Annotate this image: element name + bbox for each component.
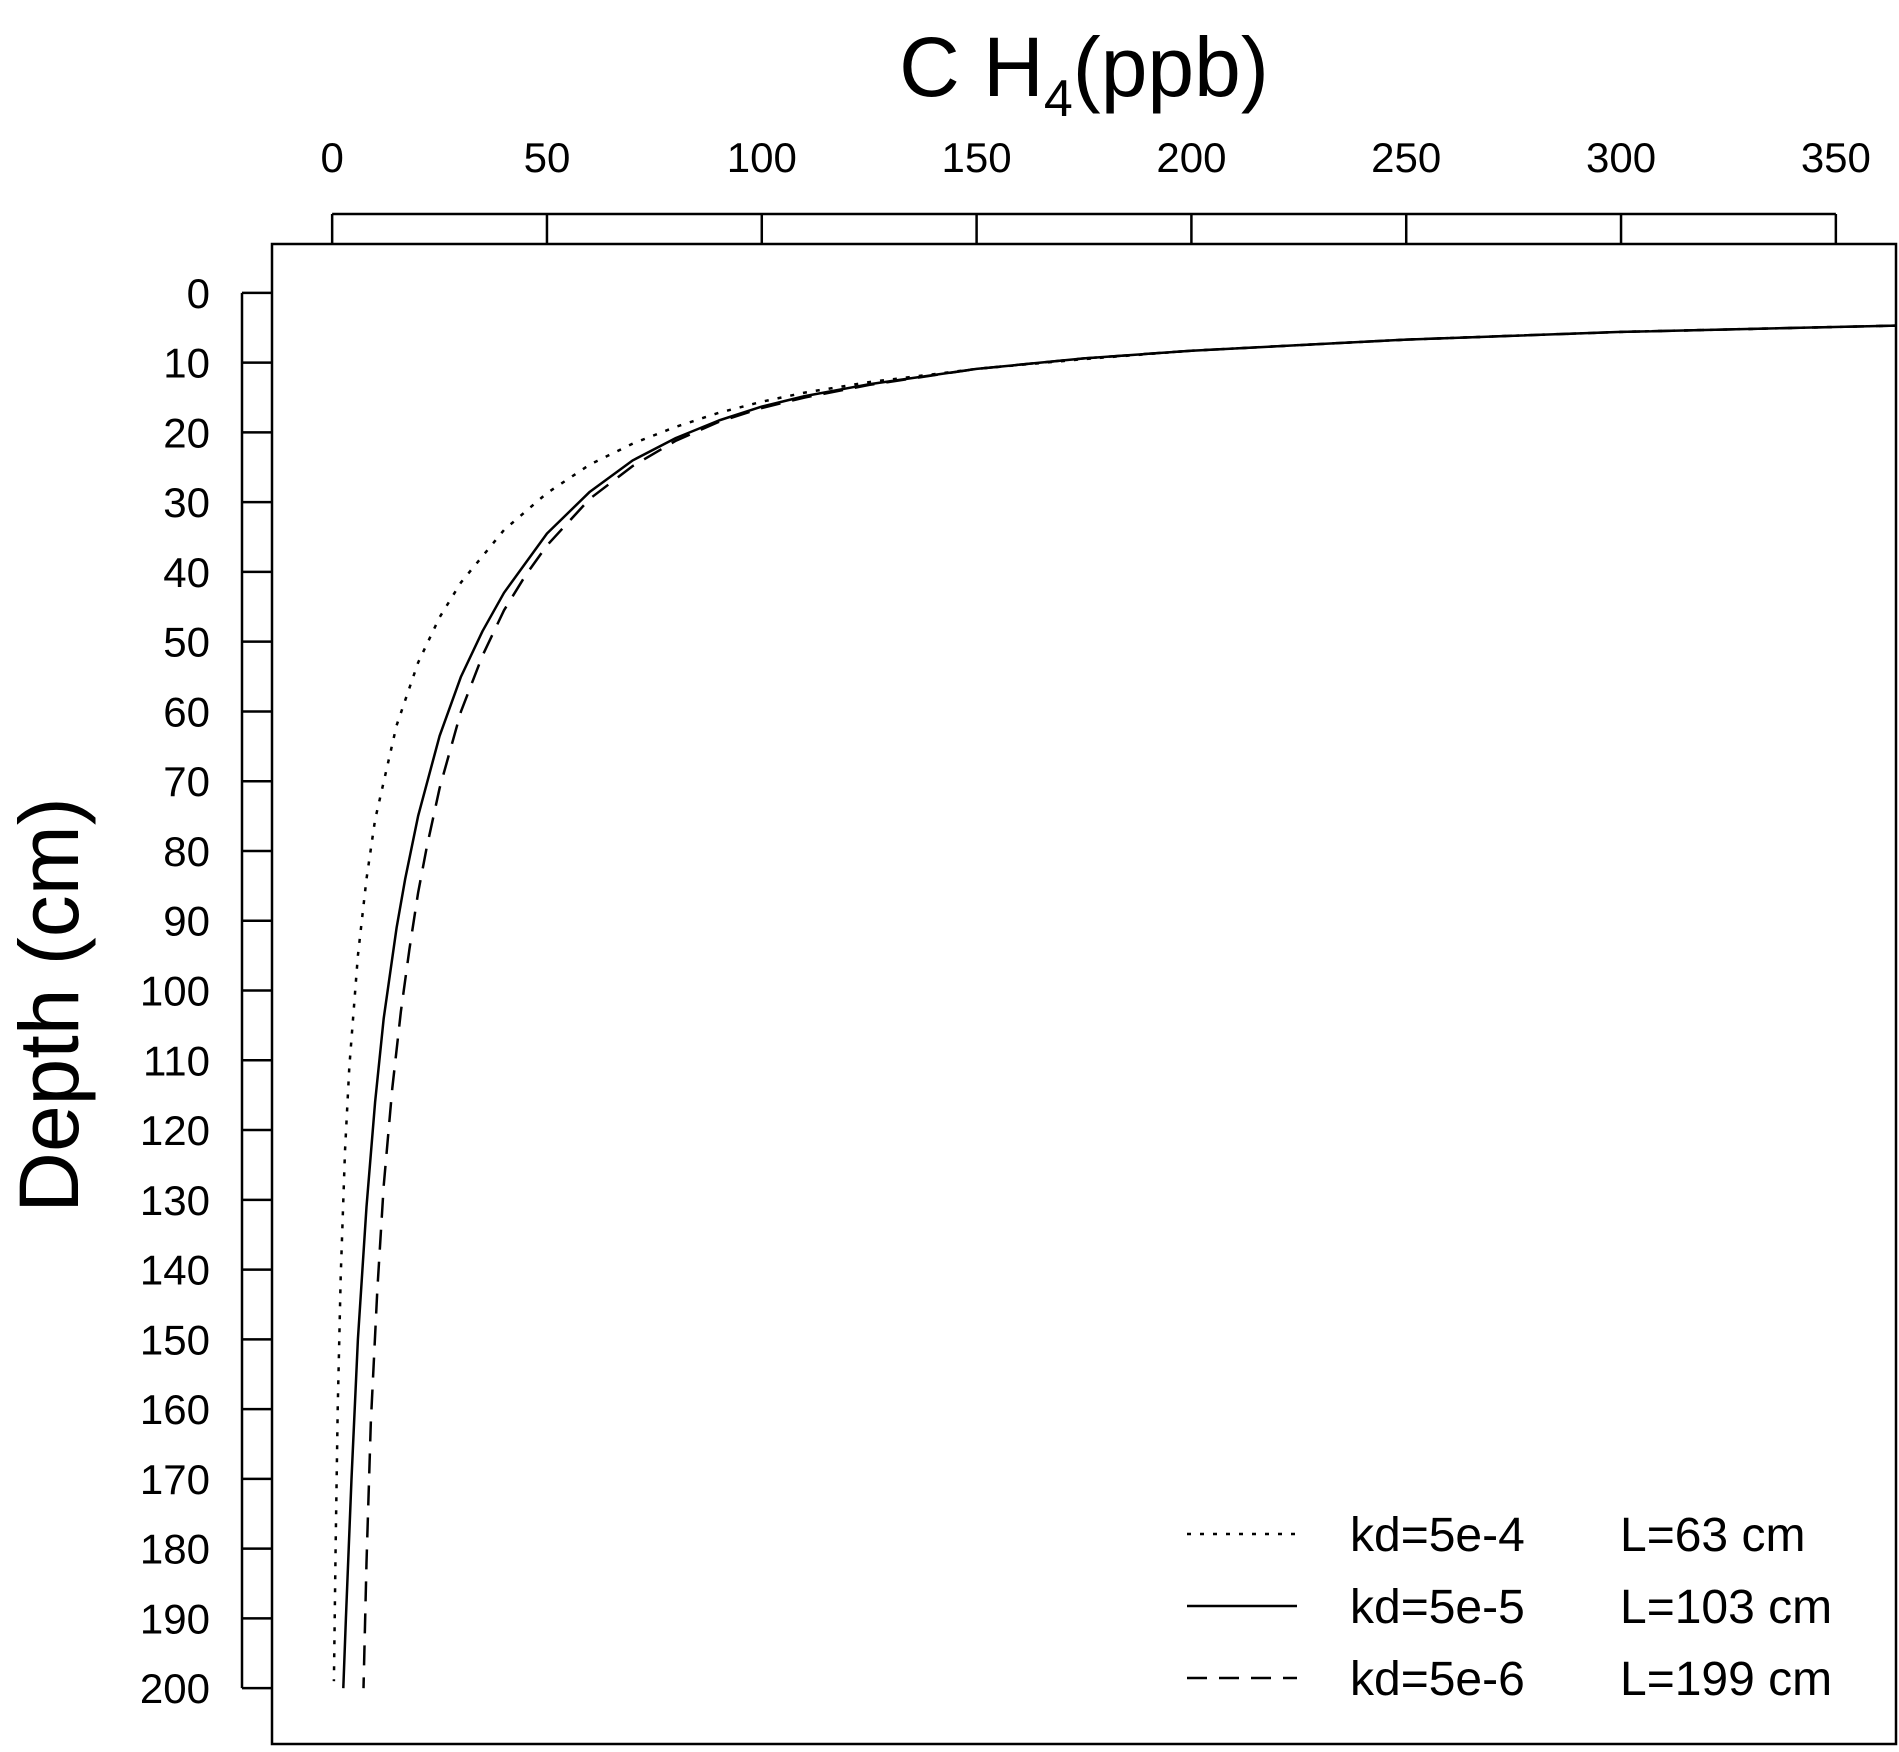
x-tick-label: 300 (1586, 134, 1656, 181)
legend: kd=5e-4 L=63 cm kd=5e-5 L=103 cm kd=5e-6 L=19… (1187, 1509, 1832, 1706)
x-tick-label: 100 (727, 134, 797, 181)
y-tick-label: 180 (140, 1526, 210, 1573)
x-axis-title: C H4(ppb) (899, 20, 1269, 128)
y-tick-label: 30 (163, 479, 210, 526)
y-tick-label: 10 (163, 340, 210, 387)
y-axis: 0 10 20 30 40 50 60 70 80 90 100 110 120 130 140 150 160… (140, 270, 272, 1712)
y-tick-label: 120 (140, 1107, 210, 1154)
y-tick-label: 90 (163, 898, 210, 945)
legend-label-name: kd=5e-5 (1350, 1581, 1525, 1634)
y-axis-title: Depth (cm) (2, 797, 96, 1212)
y-tick-label: 160 (140, 1386, 210, 1433)
y-tick-label: 0 (187, 270, 210, 317)
legend-label-l: L=103 cm (1620, 1581, 1832, 1634)
y-tick-label: 130 (140, 1177, 210, 1224)
y-tick-label: 200 (140, 1665, 210, 1712)
y-tick-label: 40 (163, 549, 210, 596)
y-tick-label: 70 (163, 758, 210, 805)
x-tick-label: 350 (1801, 134, 1871, 181)
y-tick-label: 150 (140, 1316, 210, 1363)
legend-label-l: L=199 cm (1620, 1653, 1832, 1706)
x-tick-label: 50 (524, 134, 571, 181)
plot-frame (270, 242, 1898, 1746)
plot-area (270, 242, 1898, 1746)
y-tick-label: 80 (163, 828, 210, 875)
y-tick-label: 190 (140, 1595, 210, 1642)
y-tick-label: 100 (140, 968, 210, 1015)
legend-label-name: kd=5e-6 (1350, 1653, 1525, 1706)
series-line-1 (332, 324, 1896, 1682)
x-tick-label: 200 (1156, 134, 1226, 181)
y-tick-label: 20 (163, 409, 210, 456)
x-axis-title-suffix: (ppb) (1073, 20, 1269, 114)
y-tick-label: 60 (163, 688, 210, 735)
legend-label-l: L=63 cm (1620, 1509, 1805, 1562)
y-tick-label: 170 (140, 1456, 210, 1503)
x-axis-title-subscript: 4 (1044, 70, 1073, 128)
x-axis: 0 50 100 150 200 250 300 350 (320, 134, 1871, 244)
y-tick-label: 140 (140, 1247, 210, 1294)
legend-label-name: kd=5e-4 (1350, 1509, 1525, 1562)
y-tick-label: 50 (163, 619, 210, 666)
x-tick-label: 250 (1371, 134, 1441, 181)
series-line-3 (362, 324, 1896, 1689)
x-tick-label: 150 (942, 134, 1012, 181)
y-tick-label: 110 (143, 1037, 210, 1084)
series-group (332, 324, 1896, 1689)
x-axis-title-main: C H (899, 20, 1044, 114)
x-tick-label: 0 (320, 134, 343, 181)
